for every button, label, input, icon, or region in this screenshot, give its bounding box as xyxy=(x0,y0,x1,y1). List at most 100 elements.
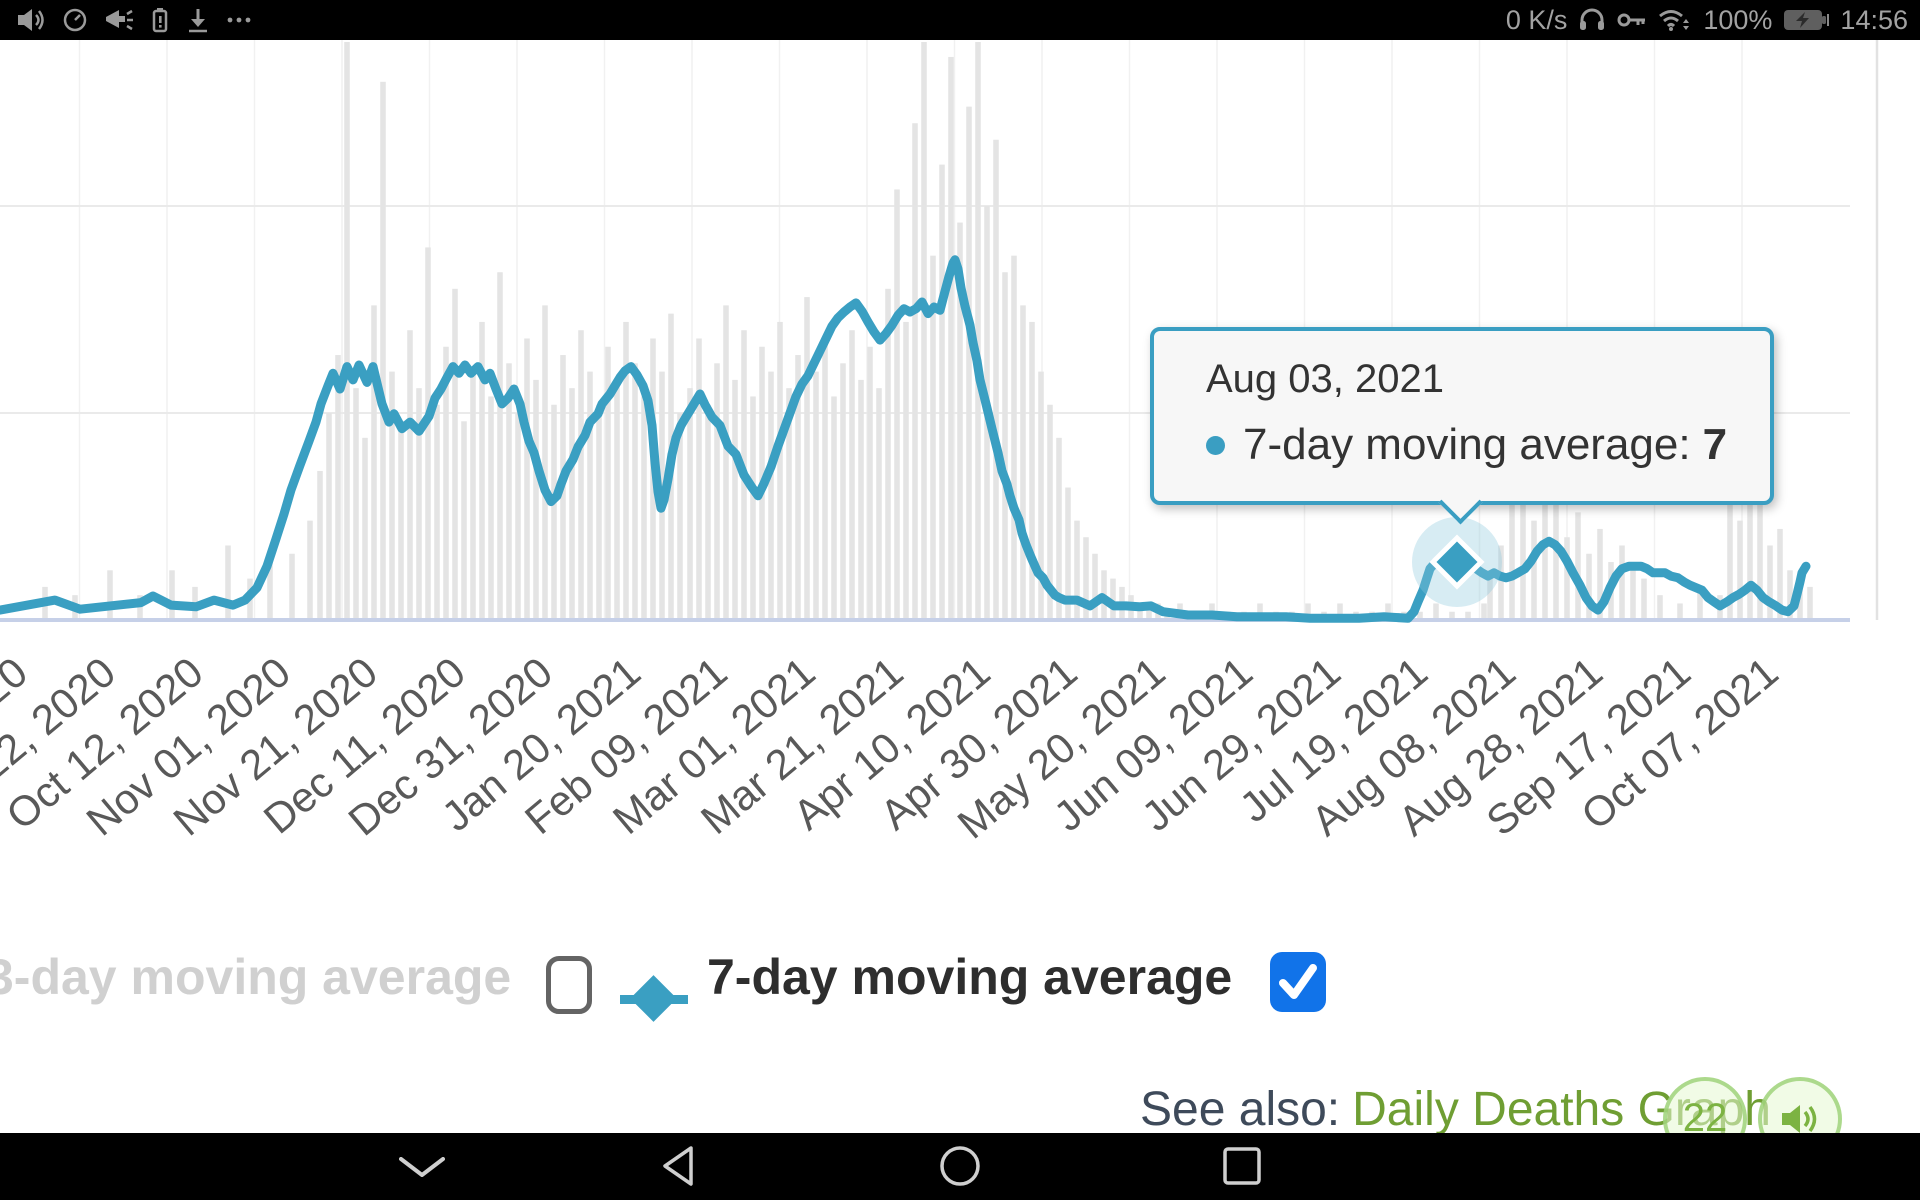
navigation-bar xyxy=(0,1133,1920,1200)
daily-bar xyxy=(389,371,395,620)
see-also-label: See also: xyxy=(1140,1083,1341,1136)
daily-bar xyxy=(768,371,774,620)
daily-bar xyxy=(137,595,143,620)
daily-bar xyxy=(1727,479,1733,620)
daily-bar xyxy=(1498,545,1504,620)
daily-bar xyxy=(1020,305,1026,620)
checkbox-3day-unchecked[interactable] xyxy=(546,956,592,1014)
tooltip-series-row: 7-day moving average: 7 xyxy=(1206,420,1740,470)
legend-label-3day[interactable]: 3-day moving average xyxy=(0,949,512,1005)
daily-bar xyxy=(1065,487,1071,620)
daily-bar xyxy=(714,363,720,620)
daily-bar xyxy=(831,396,837,620)
line-diamond-icon xyxy=(620,975,688,1022)
daily-bar xyxy=(993,139,999,620)
daily-bar xyxy=(307,520,313,620)
home-icon[interactable] xyxy=(938,1144,982,1188)
daily-bar xyxy=(1777,528,1783,620)
daily-bar xyxy=(641,396,647,620)
daily-bar xyxy=(533,379,539,620)
daily-bar xyxy=(1011,255,1017,620)
status-bar-right: 0 K/s 100% 14:56 xyxy=(1506,5,1920,36)
daily-bar xyxy=(777,321,783,620)
daily-bar xyxy=(632,363,638,620)
daily-bar xyxy=(1337,603,1343,620)
daily-bar xyxy=(335,355,341,620)
daily-bar xyxy=(1074,520,1080,620)
daily-bar xyxy=(1487,570,1493,620)
chart-tooltip: Aug 03, 2021 7-day moving average: 7 xyxy=(1150,327,1774,525)
daily-bar xyxy=(461,421,467,620)
daily-bar xyxy=(1586,553,1592,620)
key-icon xyxy=(1617,8,1647,32)
daily-bar xyxy=(353,388,359,620)
daily-bar xyxy=(677,413,683,620)
status-bar-left xyxy=(0,7,252,33)
recents-icon[interactable] xyxy=(1222,1146,1262,1186)
daily-bar xyxy=(948,56,954,620)
back-icon[interactable] xyxy=(660,1145,694,1187)
daily-bar xyxy=(524,338,530,620)
daily-bar xyxy=(1509,504,1515,620)
x-axis-line xyxy=(0,618,1850,622)
daily-bar xyxy=(380,81,386,621)
daily-bar xyxy=(786,388,792,620)
clock-icon xyxy=(62,7,88,33)
daily-bar xyxy=(1542,454,1548,620)
daily-bar xyxy=(1531,520,1537,620)
daily-bar xyxy=(289,553,295,620)
marker-diamond[interactable] xyxy=(1429,534,1485,590)
daily-bar xyxy=(317,470,323,620)
legend-label-7day[interactable]: 7-day moving average xyxy=(707,949,1233,1005)
daily-bar xyxy=(488,396,494,620)
daily-bar xyxy=(371,305,377,620)
daily-bar xyxy=(1257,603,1263,620)
daily-bar xyxy=(1767,545,1773,620)
more-icon xyxy=(226,7,252,33)
daily-bar xyxy=(939,164,945,620)
daily-bar xyxy=(225,545,231,620)
daily-bar xyxy=(344,42,350,620)
daily-bar xyxy=(578,330,584,620)
daily-bar xyxy=(623,321,629,620)
daily-bar xyxy=(1520,470,1526,620)
daily-bar xyxy=(696,338,702,620)
daily-bar xyxy=(921,42,927,620)
daily-bar xyxy=(912,123,918,620)
daily-bar xyxy=(1047,404,1053,620)
daily-bar xyxy=(804,297,810,620)
daily-bar xyxy=(1737,520,1743,620)
battery-alert-icon xyxy=(150,7,170,33)
daily-bar xyxy=(1083,537,1089,620)
battery-charging-icon xyxy=(1783,6,1830,34)
daily-bar xyxy=(267,562,273,620)
net-speed: 0 K/s xyxy=(1505,4,1568,35)
daily-bar xyxy=(840,363,846,620)
daily-bar xyxy=(470,371,476,620)
checkbox-7day-checked[interactable] xyxy=(1270,952,1326,1012)
speaker-icon xyxy=(1782,1105,1817,1133)
status-bar: 0 K/s 100% 14:56 xyxy=(0,0,1920,40)
screen-record-icon xyxy=(104,7,134,33)
daily-bar xyxy=(1146,603,1152,620)
daily-bar xyxy=(1465,611,1471,620)
daily-bar xyxy=(605,346,611,620)
daily-bar xyxy=(795,355,801,620)
daily-bar xyxy=(1417,611,1423,620)
daily-bar xyxy=(107,570,113,620)
battery-percent: 100% xyxy=(1703,4,1773,35)
daily-bar xyxy=(407,330,413,620)
chevron-down-icon[interactable] xyxy=(399,1157,445,1179)
daily-bar xyxy=(975,42,981,620)
daily-bar xyxy=(1630,570,1636,620)
daily-bar xyxy=(1385,603,1391,620)
daily-bar xyxy=(596,404,602,620)
daily-bar xyxy=(867,346,873,620)
headset-icon xyxy=(1578,6,1606,34)
daily-bar xyxy=(1697,586,1703,620)
daily-bar xyxy=(1056,437,1062,620)
daily-bar xyxy=(1677,603,1683,620)
daily-bar xyxy=(1597,528,1603,620)
daily-bar xyxy=(822,338,828,620)
